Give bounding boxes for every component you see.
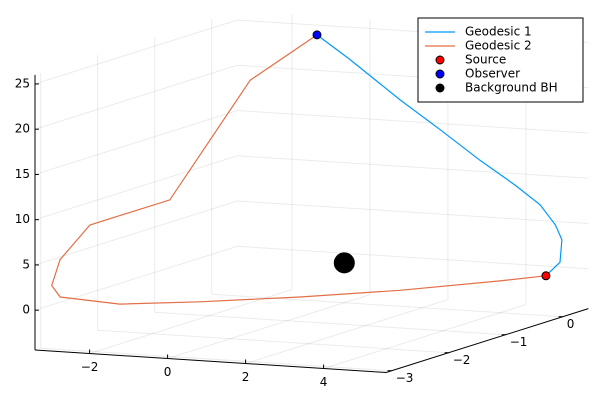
y-tick-label: −1 [510, 335, 528, 349]
x-tick-label: −2 [81, 360, 99, 374]
geodesic-line [51, 34, 546, 305]
z-tick-label: 20 [15, 122, 30, 136]
x-tick-label: 4 [320, 375, 328, 389]
legend-label: Source [465, 53, 506, 67]
legend-label: Observer [465, 67, 520, 81]
grid-line [323, 304, 527, 369]
grid-line [34, 110, 238, 175]
y-tick-label: −2 [453, 353, 471, 367]
legend-swatch [435, 83, 445, 93]
grid-line [40, 347, 392, 372]
geodesic-line [316, 34, 563, 277]
z-tick-label: 5 [22, 257, 30, 271]
marker [541, 271, 551, 281]
legend-label: Background BH [465, 81, 558, 95]
grid-line [245, 299, 449, 364]
y-tick-label: 0 [567, 317, 575, 331]
legend-swatch [435, 55, 445, 65]
grid-line [237, 245, 589, 270]
grid-line [34, 19, 238, 85]
legend-label: Geodesic 2 [465, 39, 532, 53]
x-axis [34, 349, 387, 373]
y-axis [385, 308, 589, 373]
grid-line [34, 155, 238, 221]
grid-line [237, 110, 589, 134]
grid-line [237, 155, 589, 179]
grid-line [167, 294, 371, 359]
y-tick-label: −3 [396, 371, 414, 385]
grid-line [34, 64, 238, 130]
grid-line [154, 311, 506, 336]
legend-label: Geodesic 1 [465, 25, 532, 39]
legend-swatch [435, 69, 445, 79]
marker [333, 252, 355, 274]
x-tick-label: 2 [242, 370, 250, 384]
z-tick-label: 0 [22, 303, 30, 317]
grid-line [211, 293, 563, 318]
grid-line [237, 200, 589, 225]
z-tick-label: 25 [15, 76, 30, 90]
grid-line [34, 200, 238, 266]
marker [312, 30, 322, 40]
grid-line [89, 289, 293, 354]
z-tick-label: 15 [15, 167, 30, 181]
x-tick-label: 0 [164, 365, 172, 379]
grid-line [97, 329, 449, 354]
grid-line [34, 245, 238, 311]
z-tick-label: 10 [15, 212, 30, 226]
